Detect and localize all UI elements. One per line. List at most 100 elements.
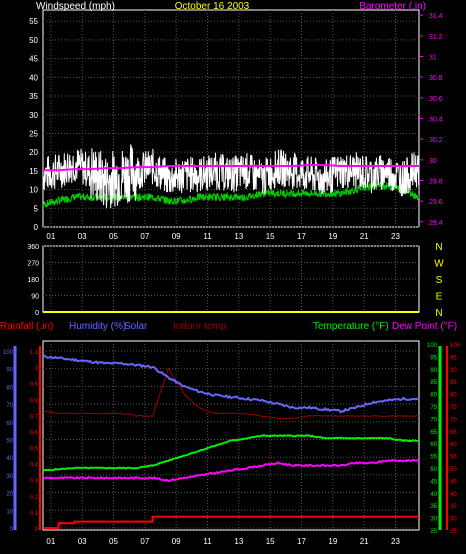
top-left-tick-label: 50 — [29, 36, 38, 45]
rain-tick-label: 0.5 — [30, 447, 39, 453]
temp-tick-label: 45 — [430, 479, 437, 485]
top-right-tick-label: 29.8 — [429, 179, 443, 186]
top-left-tick-label: 5 — [34, 204, 39, 213]
top-x-tick-label: 03 — [78, 232, 87, 241]
top-left-tick-label: 35 — [29, 92, 38, 101]
top-left-tick-label: 55 — [29, 17, 38, 26]
rainfall-label: Rainfall (.in) — [0, 321, 53, 332]
top-right-tick-label: 31.2 — [429, 34, 443, 41]
rain-tick-label: 1.1 — [30, 350, 39, 356]
humidity-tick-label: 20 — [6, 492, 13, 498]
bottom-x-tick-label: 03 — [78, 537, 87, 546]
top-right-tick-label: 31 — [429, 55, 437, 62]
dewpoint-label: Dew Point (°F) — [392, 321, 457, 332]
chart-title: October 16 2003 — [175, 1, 250, 12]
top-right-tick-label: 31.4 — [429, 13, 443, 20]
temp-tick-label: 100 — [427, 343, 438, 349]
direction-left-tick-label: 270 — [27, 261, 39, 268]
temp-tick-label: 55 — [430, 455, 437, 461]
temp-tick-label: 90 — [430, 368, 437, 374]
series-indoor-temp — [42, 367, 420, 420]
top-left-tick-label: 15 — [29, 167, 38, 176]
top-left-tick-label: 25 — [29, 129, 38, 138]
temp-tick-label: 35 — [430, 504, 437, 510]
top-x-tick-label: 09 — [172, 232, 181, 241]
direction-plot-frame — [42, 245, 420, 313]
temp-tick-label-red: 40 — [450, 492, 457, 498]
humidity-tick-label: 80 — [6, 385, 13, 391]
direction-right-label: E — [436, 292, 443, 303]
top-left-axis-title: Windspeed (mph) — [36, 1, 115, 12]
top-left-tick-label: 20 — [29, 148, 38, 157]
humidity-tick-label: 40 — [6, 456, 13, 462]
direction-left-tick-label: 90 — [31, 294, 39, 301]
top-left-tick-label: 10 — [29, 186, 38, 195]
humidity-tick-label: 30 — [6, 474, 13, 480]
temp-tick-label: 60 — [430, 442, 437, 448]
temp-tick-label: 95 — [430, 355, 437, 361]
humidity-tick-label: 70 — [6, 403, 13, 409]
series-dewpoint — [42, 458, 420, 483]
temp-tick-label: 30 — [430, 517, 437, 523]
temp-tick-label-red: 50 — [450, 467, 457, 473]
temp-tick-label-red: 60 — [450, 442, 457, 448]
temp-tick-label: 40 — [430, 492, 437, 498]
bottom-x-tick-label: 09 — [172, 537, 181, 546]
top-left-tick-label: 40 — [29, 73, 38, 82]
bottom-x-tick-label: 11 — [203, 537, 212, 546]
temp-tick-label: 85 — [430, 380, 437, 386]
bottom-x-tick-label: 01 — [46, 537, 55, 546]
top-x-tick-label: 23 — [391, 232, 400, 241]
humidity-tick-label: 50 — [6, 439, 13, 445]
top-right-axis-title: Barometer (.in) — [359, 1, 426, 12]
temp-tick-label: 25 — [430, 529, 437, 535]
bottom-x-tick-label: 21 — [360, 537, 369, 546]
temp-tick-label-red: 25 — [450, 529, 457, 535]
temp-tick-label-red: 75 — [450, 405, 457, 411]
rain-tick-label: 0.3 — [30, 479, 39, 485]
humidity-tick-label: 100 — [3, 350, 14, 356]
top-right-tick-label: 30.6 — [429, 96, 443, 103]
temp-tick-label-red: 80 — [450, 393, 457, 399]
top-right-tick-label: 29.6 — [429, 199, 443, 206]
bottom-x-tick-label: 23 — [391, 537, 400, 546]
humidity-tick-label: 0 — [10, 527, 14, 533]
temperature-label: Temperature (°F) — [313, 321, 389, 332]
rain-tick-label: 0.2 — [30, 495, 39, 501]
top-left-tick-label: 0 — [34, 223, 39, 232]
temp-tick-label-red: 85 — [450, 380, 457, 386]
temp-tick-label-red: 30 — [450, 517, 457, 523]
temp-tick-label: 50 — [430, 467, 437, 473]
top-right-tick-label: 30.8 — [429, 75, 443, 82]
rain-tick-label: 0.8 — [30, 398, 39, 404]
top-x-tick-label: 05 — [109, 232, 118, 241]
rain-tick-label: 0 — [35, 527, 39, 533]
bottom-x-tick-label: 05 — [109, 537, 118, 546]
humidity-tick-label: 10 — [6, 509, 13, 515]
humidity-tick-label: 60 — [6, 421, 13, 427]
top-x-tick-label: 13 — [234, 232, 243, 241]
bottom-x-tick-label: 07 — [140, 537, 149, 546]
bottom-x-tick-label: 19 — [328, 537, 337, 546]
temp-tick-label-red: 90 — [450, 368, 457, 374]
top-right-tick-label: 30.4 — [429, 117, 443, 124]
series-windspeed — [42, 144, 420, 209]
top-right-tick-label: 29.4 — [429, 220, 443, 227]
humidity-label: Humidity (%) — [69, 321, 126, 332]
indoor-temp-label: Indoor temp — [173, 321, 227, 332]
series-humidity — [42, 354, 420, 414]
temp-tick-label-red: 95 — [450, 355, 457, 361]
top-x-tick-label: 11 — [203, 232, 212, 241]
series-temperature — [42, 434, 420, 472]
top-right-tick-label: 30 — [429, 158, 437, 165]
bottom-plot-frame — [42, 340, 420, 531]
humidity-tick-label: 90 — [6, 368, 13, 374]
rain-tick-label: 0.4 — [30, 463, 39, 469]
direction-right-label: S — [436, 275, 443, 286]
rain-tick-label: 0.7 — [30, 414, 39, 420]
top-x-tick-label: 19 — [328, 232, 337, 241]
rain-tick-label: 0.9 — [30, 382, 39, 388]
temp-tick-label-red: 70 — [450, 417, 457, 423]
top-left-tick-label: 45 — [29, 55, 38, 64]
direction-left-tick-label: 0 — [35, 310, 39, 317]
